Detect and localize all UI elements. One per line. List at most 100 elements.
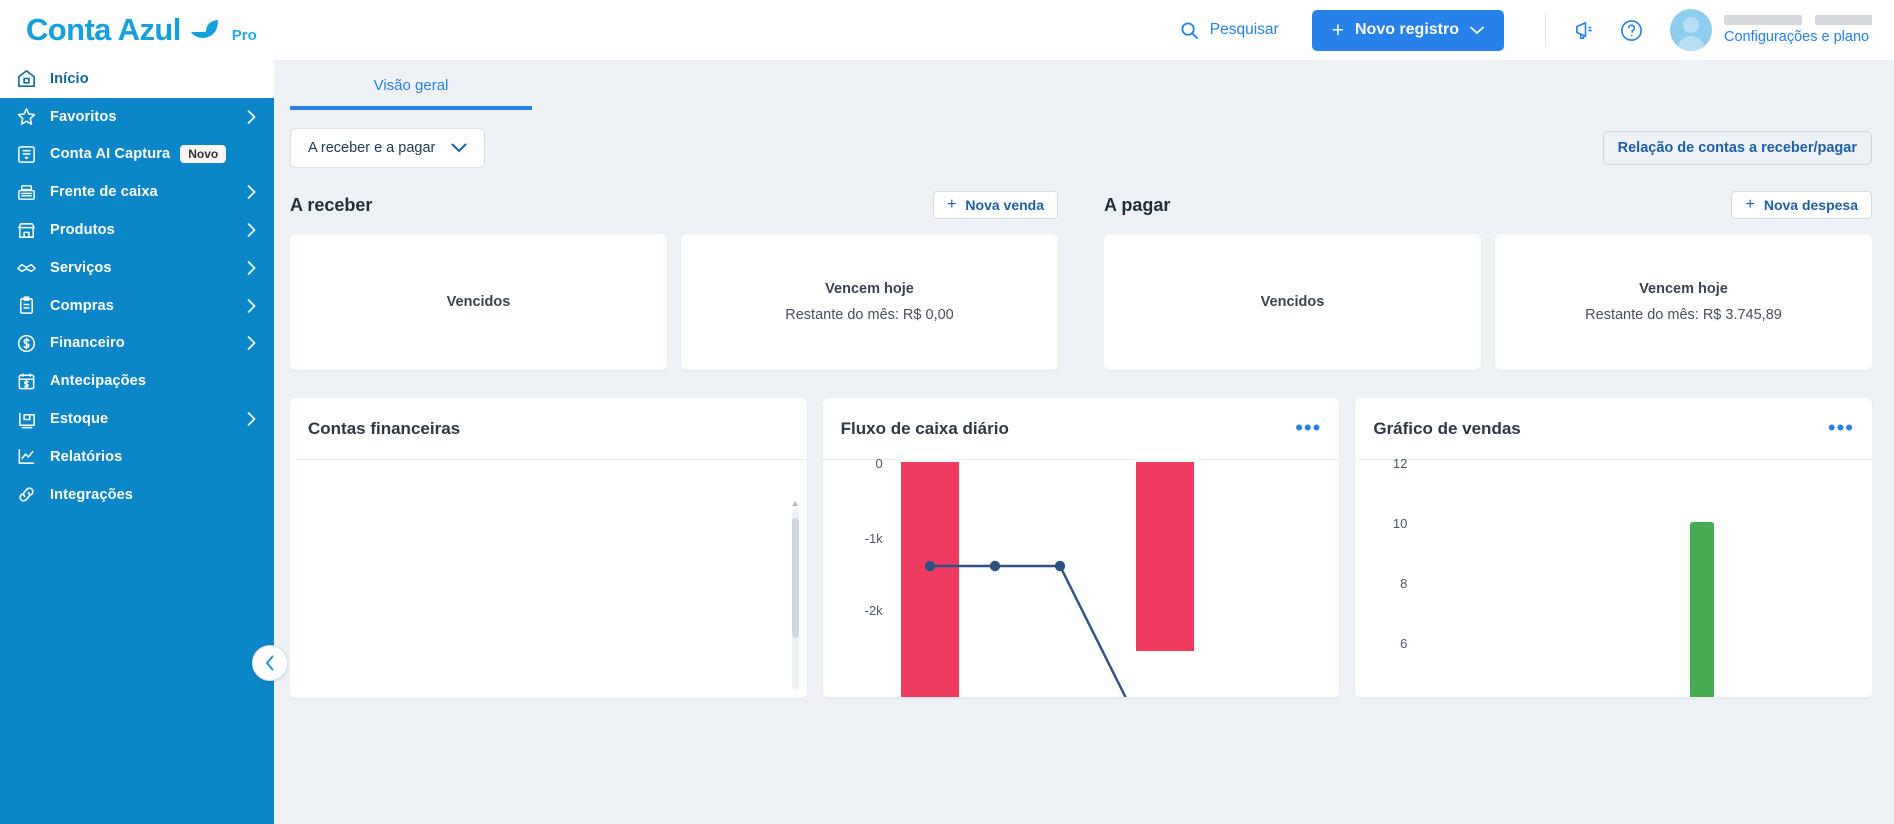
chevron-down-icon — [1470, 26, 1484, 35]
sidebar-item-frente-de-caixa[interactable]: Frente de caixa — [0, 173, 274, 211]
y-tick-label: 8 — [1400, 576, 1408, 591]
sidebar-item-produtos[interactable]: Produtos — [0, 211, 274, 249]
sidebar-item-label: Integrações — [50, 486, 134, 503]
stat-subtitle: Restante do mês: R$ 3.745,89 — [1585, 307, 1782, 323]
tab-label: Visão geral — [373, 77, 449, 94]
bar-negative[interactable] — [1135, 462, 1194, 651]
widget-menu-icon[interactable]: ••• — [1295, 415, 1322, 441]
redacted-block — [1815, 15, 1872, 25]
sidebar-item-financeiro[interactable]: Financeiro — [0, 325, 274, 363]
widget-menu-icon[interactable]: ••• — [1827, 415, 1855, 441]
chevron-right-icon — [247, 261, 256, 275]
bar-negative[interactable] — [900, 462, 959, 698]
search-label: Pesquisar — [1209, 21, 1279, 38]
chevron-right-icon — [247, 336, 256, 351]
tab-visao-geral[interactable]: Visão geral — [290, 62, 532, 110]
y-tick-label: 12 — [1392, 456, 1408, 471]
stat-title: Vencidos — [1260, 294, 1325, 310]
bar-sales[interactable] — [1690, 522, 1715, 698]
search-button[interactable]: Pesquisar — [1180, 21, 1279, 40]
stat-cards: Vencidos Vencem hoje Restante do mês: R$… — [1104, 234, 1872, 370]
sidebar-item-relatorios[interactable]: Relatórios — [0, 438, 274, 476]
select-value: A receber e a pagar — [308, 140, 436, 156]
sidebar-item-compras[interactable]: Compras — [0, 287, 274, 325]
status-badge: Novo — [180, 145, 227, 164]
section-header: A receber + Nova venda — [290, 188, 1058, 222]
button-label: Nova venda — [965, 197, 1044, 213]
cashflow-line-series — [924, 560, 1127, 698]
y-tick-label: -1k — [864, 531, 883, 546]
new-record-button[interactable]: + Novo registro — [1311, 9, 1504, 51]
dollar-circle-icon — [16, 333, 50, 354]
sidebar-item-favoritos[interactable]: Favoritos — [0, 98, 274, 136]
search-icon — [1180, 21, 1199, 40]
sidebar-item-label: Favoritos — [50, 108, 117, 125]
vertical-scrollbar[interactable]: ▲ — [791, 498, 800, 690]
stat-title: Vencidos — [446, 294, 511, 310]
help-circle-icon[interactable] — [1614, 13, 1648, 47]
brand-name: Conta Azul — [26, 12, 181, 47]
stat-card-vencidos[interactable]: Vencidos — [1104, 234, 1481, 370]
stat-subtitle: Restante do mês: R$ 0,00 — [785, 307, 954, 323]
scroll-up-arrow-icon[interactable]: ▲ — [790, 498, 800, 508]
chevron-left-icon — [264, 655, 276, 671]
cashflow-chart: 0 -1k -2k — [822, 456, 1340, 698]
sidebar-item-label: Conta AI Captura — [50, 146, 171, 163]
stat-card-vencidos[interactable]: Vencidos — [290, 234, 667, 370]
chevron-right-icon — [247, 223, 256, 237]
plus-icon: + — [947, 196, 957, 213]
sidebar-item-conta-ai-captura[interactable]: Conta AI Captura Novo — [0, 136, 274, 174]
avatar — [1670, 9, 1712, 51]
settings-plan-link[interactable]: Configurações e plano — [1724, 29, 1870, 45]
y-tick-label: -2k — [864, 603, 883, 618]
envelope-doc-icon — [16, 144, 50, 165]
sidebar-item-label: Antecipações — [50, 373, 147, 390]
widget-title: Gráfico de vendas — [1373, 418, 1521, 438]
nova-despesa-button[interactable]: + Nova despesa — [1731, 191, 1872, 219]
widget-title: Contas financeiras — [308, 418, 461, 438]
section-header: A pagar + Nova despesa — [1104, 188, 1872, 222]
widget-contas-financeiras: Contas financeiras ▲ — [290, 398, 807, 698]
widget-body: 0 -1k -2k — [822, 456, 1340, 698]
user-text: Configurações e plano — [1724, 15, 1872, 45]
stat-card-vencem-hoje[interactable]: Vencem hoje Restante do mês: R$ 3.745,89 — [1495, 234, 1872, 370]
stat-card-vencem-hoje[interactable]: Vencem hoje Restante do mês: R$ 0,00 — [681, 234, 1058, 370]
store-icon — [16, 220, 50, 241]
widget-grafico-de-vendas: Gráfico de vendas ••• 12 10 8 6 — [1355, 398, 1873, 698]
stat-title: Vencem hoje — [825, 281, 914, 297]
megaphone-icon[interactable] — [1568, 13, 1602, 47]
sidebar-item-label: Estoque — [50, 411, 109, 428]
sidebar-item-integracoes[interactable]: Integrações — [0, 476, 274, 514]
sidebar-item-servicos[interactable]: Serviços — [0, 249, 274, 287]
stat-title: Vencem hoje — [1639, 281, 1728, 297]
nova-venda-button[interactable]: + Nova venda — [933, 191, 1058, 219]
widget-header: Gráfico de vendas ••• — [1355, 398, 1873, 460]
chevron-down-icon — [451, 143, 467, 153]
user-name-redacted — [1724, 15, 1872, 25]
sidebar-item-label: Início — [50, 70, 89, 87]
stat-cards: Vencidos Vencem hoje Restante do mês: R$… — [290, 234, 1058, 370]
sidebar-item-inicio[interactable]: Início — [0, 60, 274, 98]
brand-logo[interactable]: Conta Azul Pro — [0, 12, 330, 48]
chart-baseline — [822, 697, 1340, 698]
accounts-report-button[interactable]: Relação de contas a receber/pagar — [1602, 131, 1872, 165]
sidebar-item-antecipacoes[interactable]: Antecipações — [0, 362, 274, 400]
section-a-receber: A receber + Nova venda Vencidos Vencem h… — [290, 188, 1058, 370]
brand-edition: Pro — [231, 27, 257, 44]
scrollbar-thumb[interactable] — [791, 518, 799, 638]
widget-body: ▲ — [290, 460, 807, 698]
y-tick-label: 0 — [875, 456, 883, 471]
clipboard-icon — [16, 295, 50, 316]
new-record-label: Novo registro — [1354, 21, 1459, 38]
user-menu[interactable]: Configurações e plano — [1670, 9, 1894, 51]
home-icon — [16, 68, 50, 89]
section-a-pagar: A pagar + Nova despesa Vencidos Vencem h… — [1104, 188, 1872, 370]
star-icon — [16, 106, 50, 127]
chevron-right-icon — [247, 298, 256, 313]
plus-icon: + — [1745, 196, 1755, 213]
handshake-icon — [16, 257, 50, 278]
sidebar-collapse-button[interactable] — [252, 645, 288, 681]
sidebar-item-estoque[interactable]: Estoque — [0, 400, 274, 438]
sales-chart: 12 10 8 6 — [1355, 456, 1873, 698]
receivable-payable-select[interactable]: A receber e a pagar — [290, 128, 486, 168]
